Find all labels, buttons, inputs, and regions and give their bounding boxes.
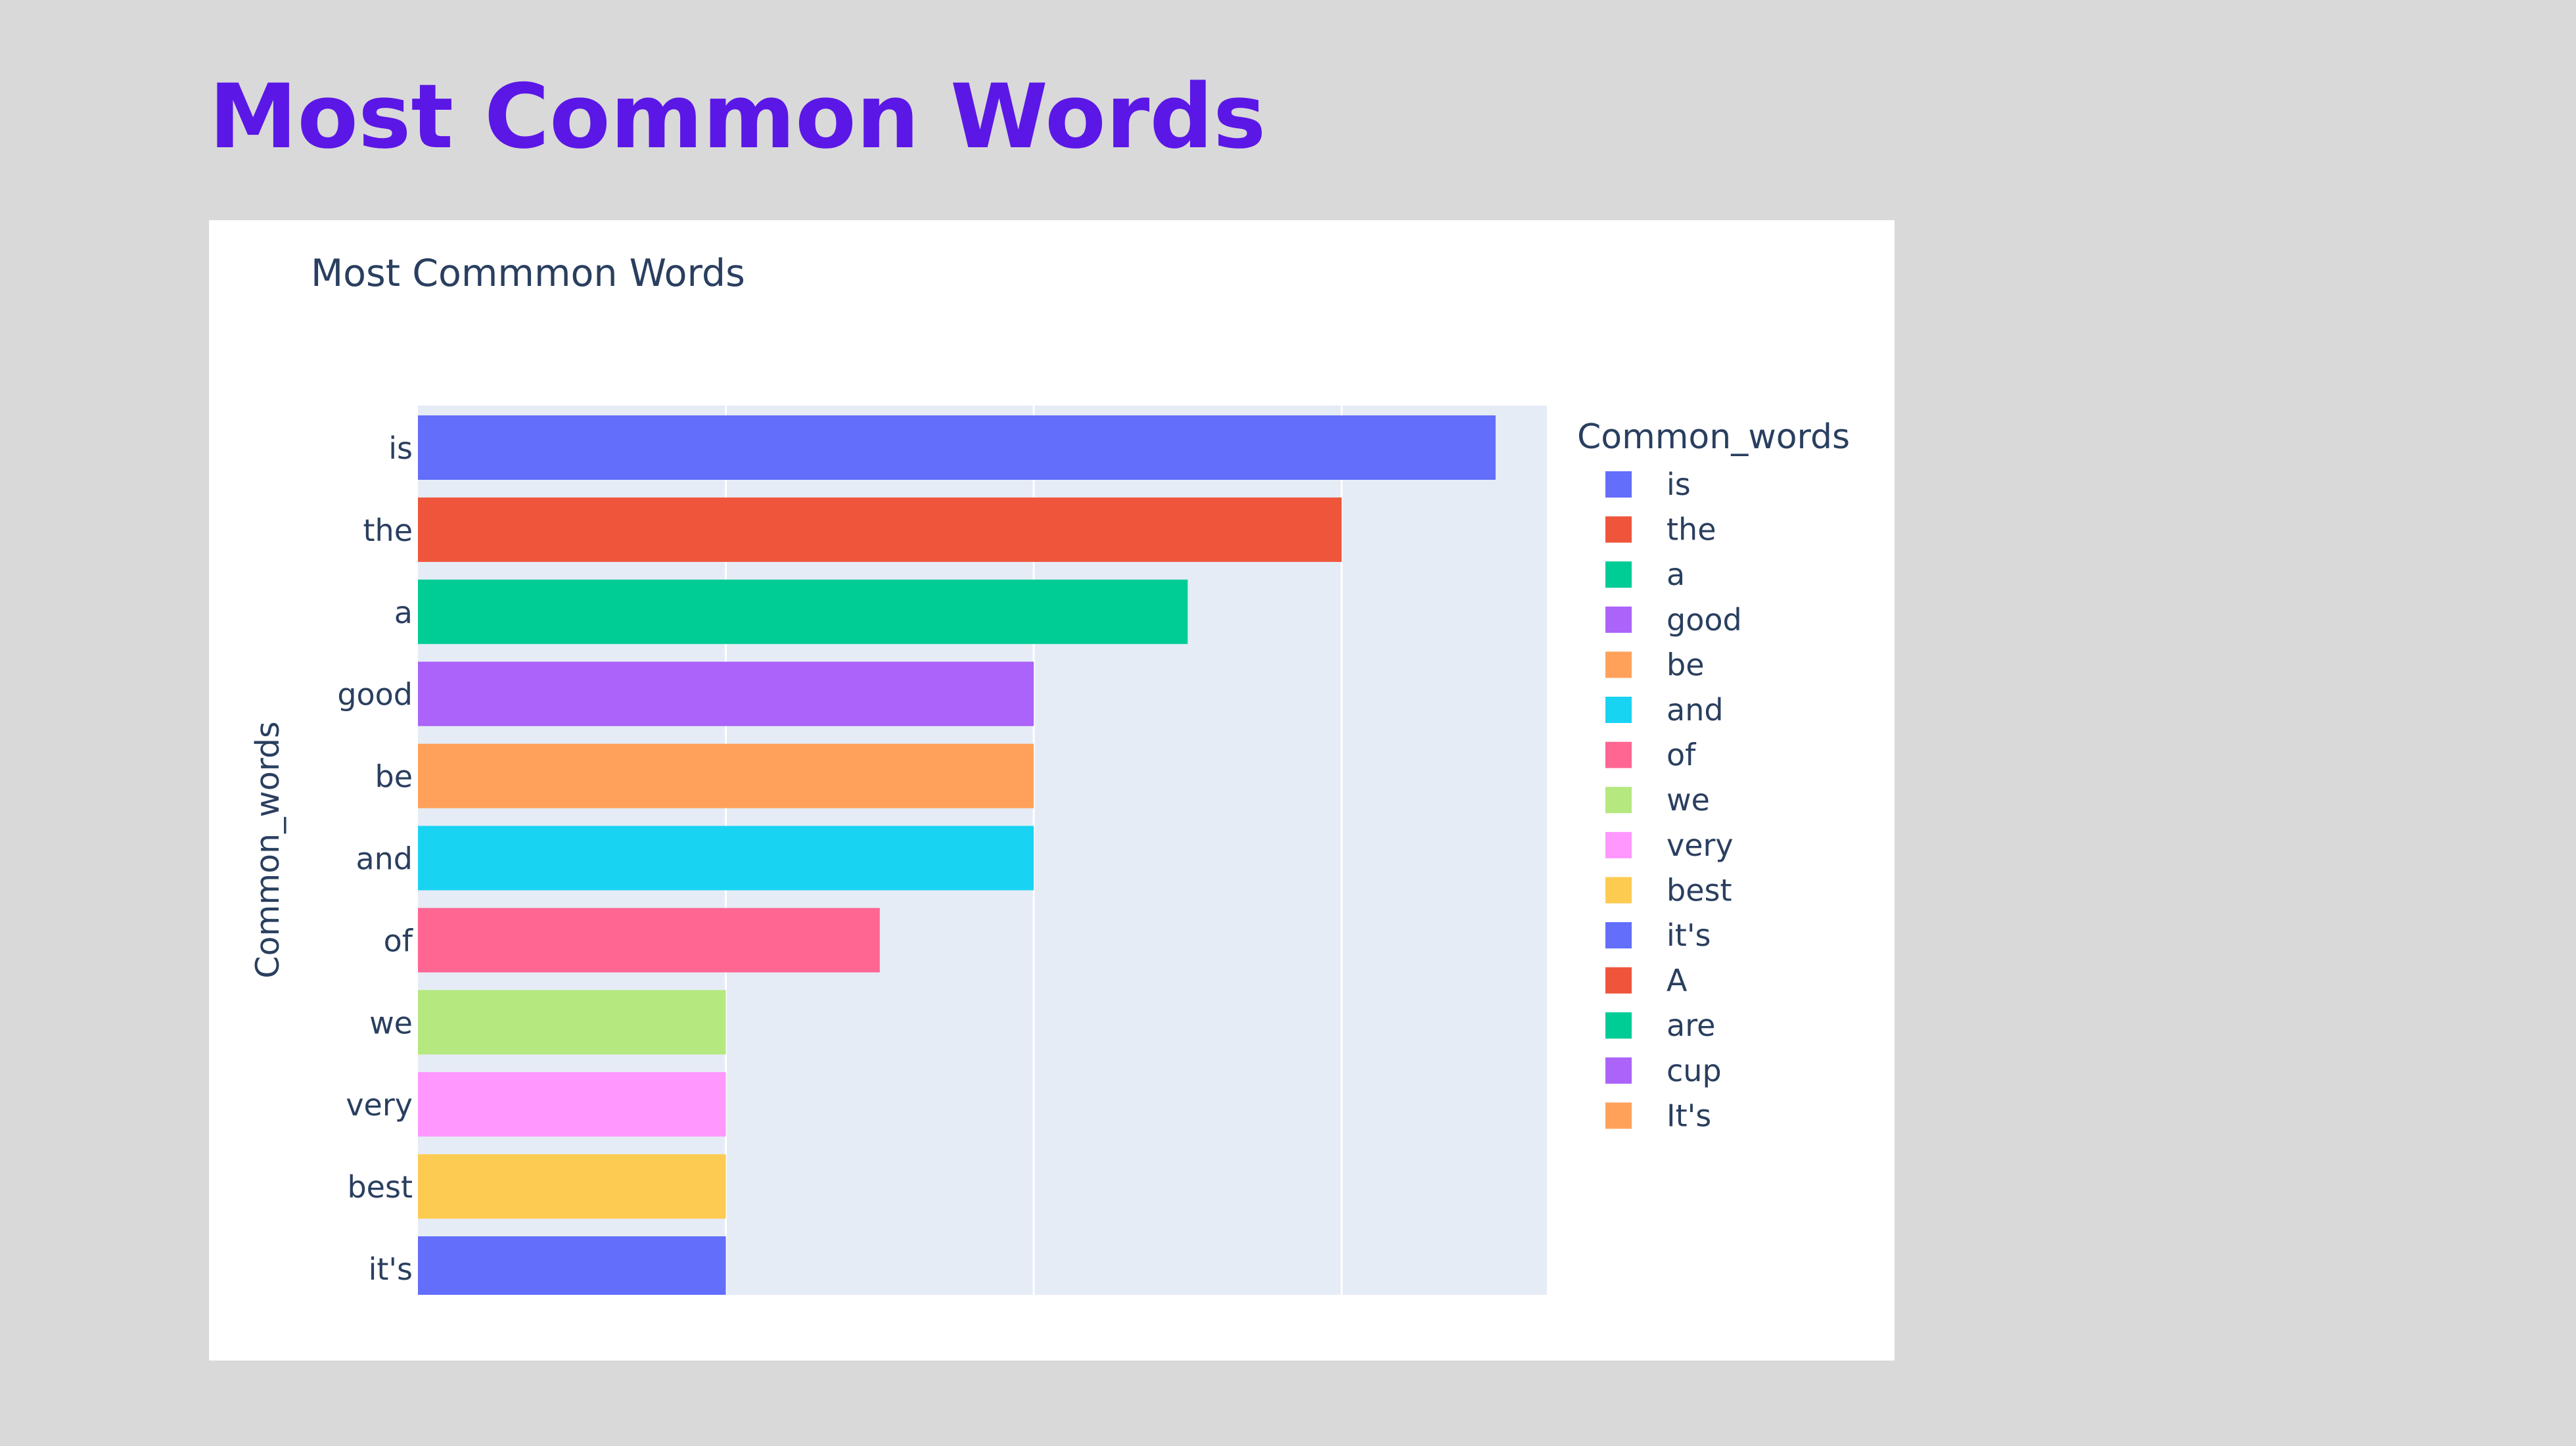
bars [418, 415, 1496, 1295]
legend-label: are [1667, 1008, 1715, 1043]
bar-a [418, 579, 1188, 644]
legend: Common_words is the a good be and of we very best… [1577, 417, 1850, 1133]
legend-label: the [1667, 512, 1716, 548]
bar-be [418, 743, 1034, 808]
legend-swatch [1605, 516, 1632, 543]
y-tick-label: very [346, 1087, 413, 1123]
legend-label: very [1667, 828, 1734, 863]
legend-swatch [1605, 831, 1632, 858]
legend-item[interactable]: It's [1605, 1098, 1711, 1133]
y-tick-label: the [363, 513, 413, 548]
chart-card: Most Commmon Words is the a good be and of we ve… [209, 220, 1895, 1361]
y-tick-label: best [347, 1169, 413, 1205]
legend-item[interactable]: the [1605, 512, 1716, 548]
legend-swatch [1605, 967, 1632, 994]
legend-label: A [1667, 963, 1688, 998]
legend-swatch [1605, 1057, 1632, 1084]
legend-item[interactable]: cup [1605, 1053, 1722, 1088]
y-tick-label: is [388, 431, 413, 466]
legend-swatch [1605, 922, 1632, 948]
legend-item[interactable]: very [1605, 828, 1734, 863]
legend-label: best [1667, 872, 1732, 908]
bar-it's [418, 1236, 726, 1295]
bar-good [418, 661, 1034, 726]
legend-title: Common_words [1577, 417, 1850, 457]
y-tick-label: a [394, 595, 413, 630]
y-tick-label: and [356, 841, 413, 877]
legend-item[interactable]: and [1605, 692, 1724, 728]
legend-item[interactable]: best [1605, 872, 1732, 908]
legend-label: is [1667, 467, 1691, 502]
legend-item[interactable]: a [1605, 557, 1685, 592]
slide-title: Most Common Words [209, 65, 1266, 168]
legend-item[interactable]: A [1605, 963, 1688, 998]
legend-swatch [1605, 741, 1632, 768]
legend-item[interactable]: of [1605, 737, 1697, 773]
bar-chart: Most Commmon Words is the a good be and of we ve… [249, 252, 1850, 1295]
legend-swatch [1605, 1102, 1632, 1129]
legend-swatch [1605, 1012, 1632, 1039]
bar-best [418, 1154, 726, 1219]
legend-item[interactable]: we [1605, 782, 1710, 818]
legend-item[interactable]: be [1605, 647, 1705, 682]
legend-item[interactable]: is [1605, 467, 1691, 502]
legend-label: of [1667, 737, 1697, 773]
bar-and [418, 826, 1034, 891]
legend-swatch [1605, 606, 1632, 633]
y-tick-label: of [384, 923, 414, 958]
legend-item[interactable]: it's [1605, 918, 1711, 953]
legend-label: and [1667, 692, 1724, 728]
legend-swatch [1605, 787, 1632, 814]
legend-swatch [1605, 697, 1632, 723]
bar-the [418, 497, 1342, 562]
y-tick-label: we [369, 1005, 413, 1040]
legend-swatch [1605, 471, 1632, 498]
y-tick-label: good [337, 677, 413, 712]
legend-item[interactable]: good [1605, 602, 1742, 638]
legend-swatch [1605, 877, 1632, 904]
legend-label: we [1667, 782, 1710, 818]
bar-very [418, 1072, 726, 1137]
legend-item[interactable]: are [1605, 1008, 1715, 1043]
bar-of [418, 908, 880, 973]
y-tick-labels: is the a good be and of we very best it's [337, 431, 413, 1287]
y-tick-label: be [375, 759, 413, 795]
bar-is [418, 415, 1496, 480]
legend-label: cup [1667, 1053, 1722, 1088]
legend-swatch [1605, 651, 1632, 678]
bar-we [418, 990, 726, 1055]
y-tick-label: it's [369, 1251, 413, 1287]
legend-label: good [1667, 602, 1742, 638]
chart-title: Most Commmon Words [311, 252, 745, 295]
legend-label: a [1667, 557, 1685, 592]
legend-label: be [1667, 647, 1705, 682]
legend-label: it's [1667, 918, 1711, 953]
legend-label: It's [1667, 1098, 1711, 1133]
y-axis-title: Common_words [249, 721, 287, 978]
legend-swatch [1605, 561, 1632, 588]
